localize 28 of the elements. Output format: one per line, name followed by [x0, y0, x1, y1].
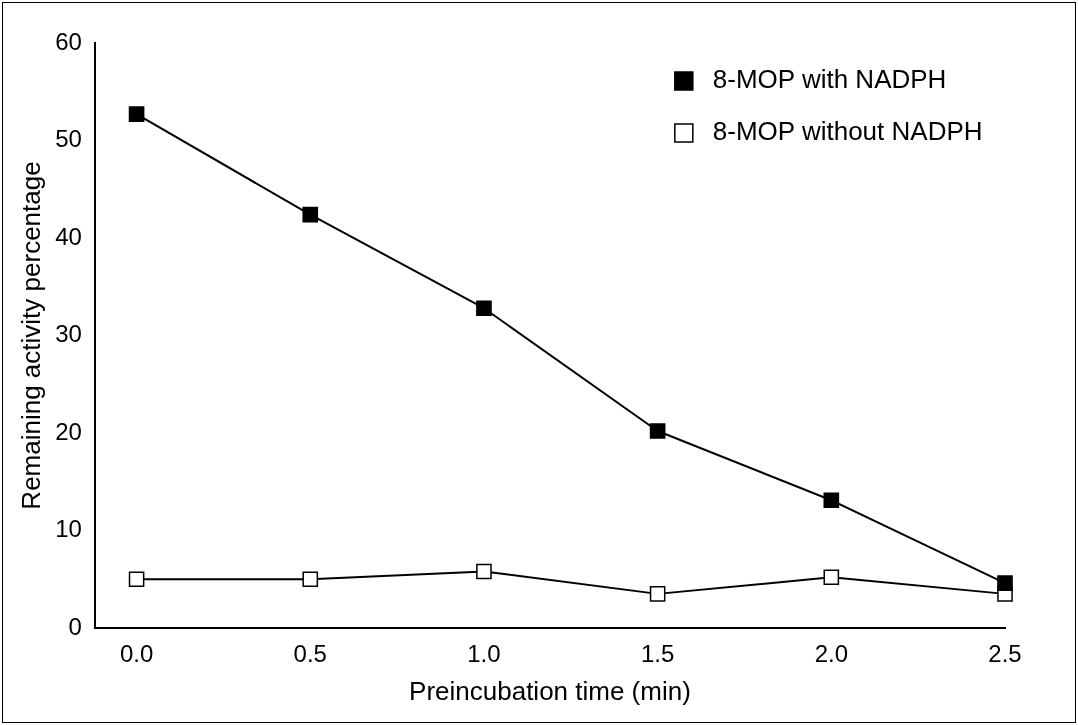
- point: [302, 571, 319, 588]
- x-tick-label: 0.0: [119, 640, 154, 668]
- y-tick-label: 20: [55, 417, 82, 445]
- y-tick-label: 40: [55, 222, 82, 250]
- point: [649, 423, 666, 439]
- x-tick-label: 2.5: [988, 640, 1022, 668]
- legend-label: 8-MOP without NADPH: [712, 116, 983, 147]
- point: [476, 563, 492, 580]
- y-tick-label: 60: [55, 27, 82, 55]
- y-tick-label: 30: [55, 320, 82, 348]
- x-tick-label: 2.0: [814, 640, 848, 668]
- x-tick-label: 1.0: [467, 640, 501, 668]
- y-tick-label: 0: [68, 612, 82, 640]
- x-tick-label: 1.5: [640, 640, 675, 668]
- point: [823, 569, 840, 586]
- x-axis-title: Preincubation time (min): [409, 675, 691, 706]
- y-tick-label: 50: [55, 125, 82, 153]
- x-tick-label: 0.5: [293, 640, 327, 668]
- legend-label: 8-MOP with NADPH: [712, 64, 947, 95]
- point: [649, 586, 666, 602]
- point: [997, 575, 1013, 591]
- point: [128, 106, 145, 122]
- y-tick-label: 10: [55, 515, 82, 543]
- point: [302, 206, 319, 223]
- y-axis-title: Remaining activity percentage: [15, 161, 46, 510]
- point: [128, 571, 145, 588]
- point: [476, 300, 492, 317]
- point: [823, 492, 840, 509]
